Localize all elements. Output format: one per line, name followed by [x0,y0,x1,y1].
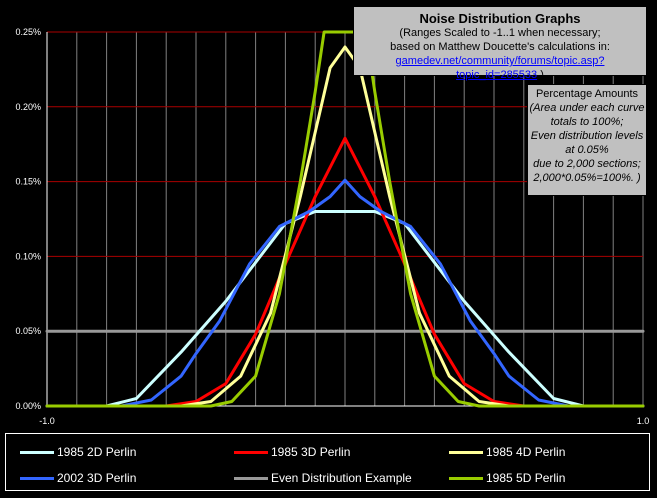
y-tick-label: 0.05% [15,326,41,336]
legend-label-1985-4d: 1985 4D Perlin [486,445,566,459]
title-box: Noise Distribution Graphs (Ranges Scaled… [353,6,647,81]
y-tick-label: 0.25% [15,27,41,37]
legend-swatch-1985-5d [449,476,483,480]
y-tick-label: 0.20% [15,102,41,112]
series-line-2002-3d-perlin [45,178,645,408]
title-line-3: gamedev.net/community/forums/topic.asp?t… [354,54,646,82]
percentage-note-line-2: totals to 100%; [550,116,624,128]
legend-item-2002-3d: 2002 3D Perlin [20,470,136,486]
y-tick-label: 0.15% [15,177,41,187]
chart-title: Noise Distribution Graphs [419,11,581,26]
legend-label-1985-3d: 1985 3D Perlin [271,445,351,459]
title-line-1: (Ranges Scaled to -1..1 when necessary; [399,27,601,39]
series-line-1985-4d-perlin [45,45,645,408]
legend-swatch-1985-3d [234,450,268,454]
legend-swatch-even [234,476,268,480]
percentage-note-line-3: Even distribution levels [530,130,644,142]
legend: 1985 2D Perlin 1985 3D Perlin 1985 4D Pe… [5,433,650,491]
percentage-note-line-4: at 0.05% [565,144,609,156]
legend-item-1985-4d: 1985 4D Perlin [449,444,565,460]
legend-label-1985-5d: 1985 5D Perlin [486,471,566,485]
source-link[interactable]: gamedev.net/community/forums/topic.asp?t… [395,55,605,81]
y-tick-label: 0.10% [15,251,41,261]
percentage-note-box: Percentage Amounts (Area under each curv… [527,84,647,196]
percentage-note-line-1: (Area under each curve [529,102,645,114]
legend-swatch-2002-3d [20,476,54,480]
legend-item-1985-3d: 1985 3D Perlin [234,444,350,460]
series-line-1985-3d-perlin [45,136,645,408]
legend-label-1985-2d: 1985 2D Perlin [57,445,137,459]
title-line-2: based on Matthew Doucette's calculations… [390,41,610,53]
series-line-1985-5d-perlin [45,30,645,408]
percentage-note-title: Percentage Amounts [535,88,639,100]
legend-swatch-1985-2d [20,450,54,454]
x-tick-label: 1.0 [637,416,650,426]
legend-item-1985-5d: 1985 5D Perlin [449,470,565,486]
legend-label-even: Even Distribution Example [271,471,412,485]
legend-label-2002-3d: 2002 3D Perlin [57,471,137,485]
x-tick-label: -1.0 [39,416,55,426]
legend-swatch-1985-4d [449,450,483,454]
legend-item-even: Even Distribution Example [234,470,412,486]
series-line-1985-2d-perlin [45,210,645,408]
percentage-note-line-5: due to 2,000 sections; [533,158,641,170]
legend-item-1985-2d: 1985 2D Perlin [20,444,136,460]
link-suffix: .) [537,69,544,81]
y-tick-label: 0.00% [15,401,41,411]
percentage-note-line-6: 2,000*0.05%=100%. ) [533,172,641,184]
